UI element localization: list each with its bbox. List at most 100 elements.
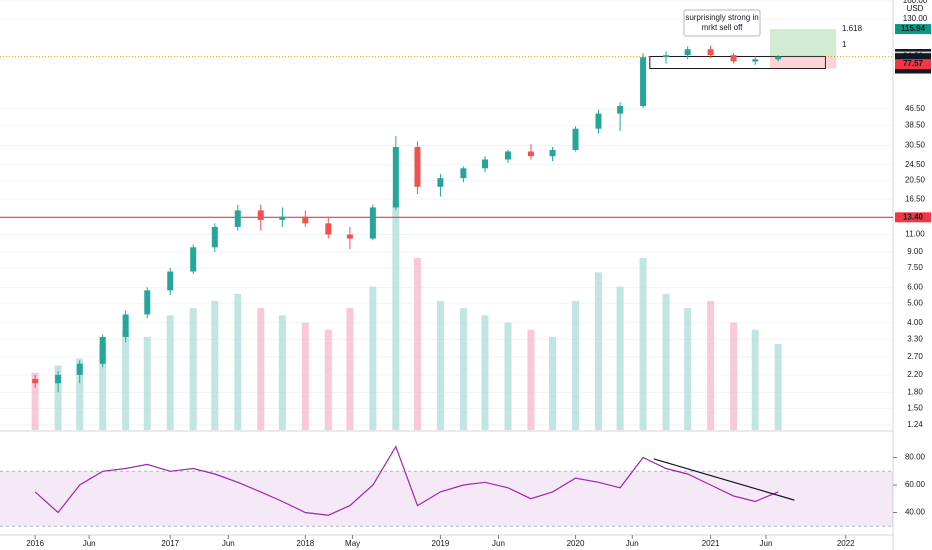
rsi-tick-label: 80.00 [905,453,926,462]
volume-bar [31,372,39,430]
candle-body [392,147,399,208]
x-tick-label: 2020 [567,539,585,548]
price-label-bg [895,53,931,64]
volume-bar [459,308,467,430]
position-stop [770,56,837,69]
y-tick-label: 9.00 [907,247,923,256]
volume-bar [211,301,219,430]
price-label: 83.02 [903,53,924,62]
candle-body [190,247,197,272]
candle-body [640,57,647,107]
volume-bar [369,286,377,430]
volume-bar [234,293,242,430]
volume-bar [436,301,444,430]
rsi-line [34,445,779,516]
rsi-band [0,471,893,527]
candle-body [752,59,759,62]
x-tick-label: 2019 [432,539,450,548]
volume-bar [301,322,309,430]
candle-body [346,234,353,239]
volume-bar [730,322,738,430]
y-tick-label: 24.50 [905,160,926,169]
candle-body [369,207,376,239]
rsi-tick-label: 60.00 [905,480,926,489]
x-tick-label: May [345,539,360,548]
annotation: mrkt sell off [702,23,744,32]
candle-body [775,56,782,60]
y-tick-label: 20.50 [905,175,926,184]
y-tick-label: 1.24 [907,420,923,429]
candle-body [302,216,309,224]
currency: USD [907,4,924,13]
candle-body [504,151,511,160]
y-tick-label: 3.30 [907,335,923,344]
volume-bar [527,329,535,430]
y-tick-label: 30.50 [905,141,926,150]
trendline [653,458,795,501]
volume-bar [257,308,265,430]
x-tick-label: 2016 [26,539,44,548]
candle-body [595,113,602,129]
y-tick-label: 2.70 [907,352,923,361]
x-tick-label: 2017 [161,539,179,548]
candle-body [76,363,83,375]
price-label: 115.94 [901,24,926,33]
candle-body [460,168,467,179]
candle-body [257,210,264,220]
y-tick-label: 6.00 [907,283,923,292]
volume-bar [481,315,489,430]
volume-bar [99,344,107,430]
candle-body [211,226,218,248]
range-box [649,55,826,70]
x-tick-label: Jun [222,539,235,548]
y-tick-label: 160.00 [903,0,928,5]
candle-body [482,159,489,169]
price-label: 77.57 [903,59,924,68]
y-tick-label: 7.50 [907,263,923,272]
volume-bar [324,329,332,430]
volume-bar [413,258,421,430]
x-tick-label: Jun [760,539,773,548]
volume-bar [189,308,197,430]
candle-body [234,210,241,227]
candle-body [437,178,444,187]
volume-bar [774,344,782,430]
x-tick-label: Jun [83,539,96,548]
volume-bar [707,301,715,430]
fib-label: 1.618 [842,24,863,33]
y-tick-label: 16.50 [905,194,926,203]
annotation-box [683,9,761,37]
y-tick-label: 5.00 [907,298,923,307]
candle-body [730,55,737,62]
volume-bar [549,336,557,430]
candle-body [707,49,714,56]
candle-body [572,128,579,150]
candle-body [663,55,670,58]
y-tick-label: 1.80 [907,388,923,397]
volume-bar [392,200,400,430]
candle-body [325,223,332,235]
y-tick-label: 38.50 [905,120,926,129]
y-tick-label: 2.20 [907,370,923,379]
candle-body [144,290,151,315]
volume-bar [572,301,580,430]
candle-body [279,216,286,220]
y-tick-label: 46.50 [905,104,926,113]
volume-bar [122,329,130,430]
candle-body [99,336,106,364]
volume-bar [751,329,759,430]
y-tick-label: 11.00 [905,230,925,239]
candle-body [527,151,534,157]
volume-bar [76,358,84,430]
volume-bar [616,286,624,430]
candle-body [617,106,624,114]
y-tick-label: 1.50 [907,403,923,412]
volume-bar [166,315,174,430]
volume-bar [504,322,512,430]
candle-body [414,147,421,187]
volume-bar [639,258,647,430]
candle-body [167,271,174,291]
position-target [770,29,837,57]
price-label-bg [895,24,931,35]
